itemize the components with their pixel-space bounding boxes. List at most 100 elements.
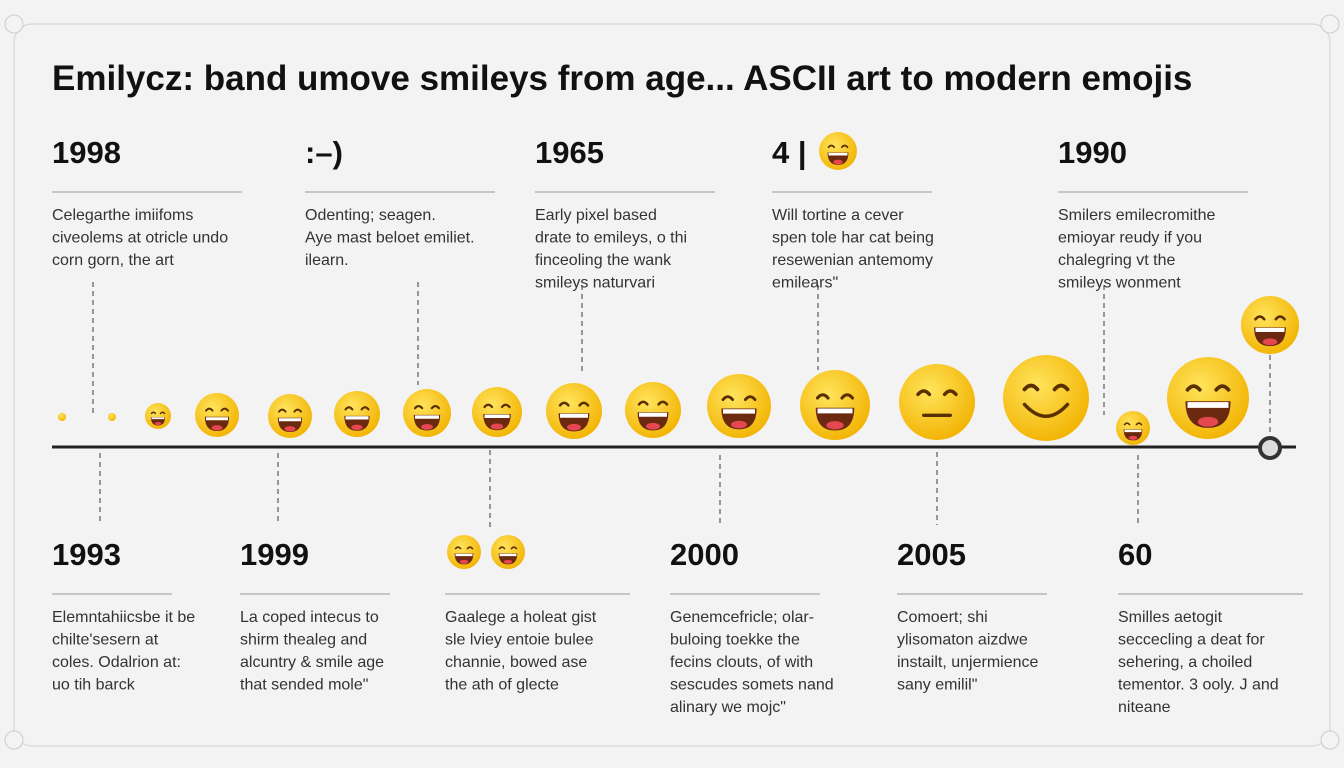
entry-label: 1993 — [52, 537, 121, 572]
emoji — [899, 364, 975, 440]
emoji-mouth — [1185, 401, 1231, 428]
entry-text: smileys wonment — [1058, 275, 1181, 292]
emoji — [195, 393, 239, 437]
entry-text: instailt, unjermience — [897, 654, 1039, 671]
emoji-tongue — [646, 422, 660, 430]
emoji-face — [546, 383, 602, 439]
entry-text: Elemntahiicsbe it be — [52, 609, 195, 626]
entry-text: Odenting; seagen. — [305, 207, 436, 224]
emoji-mouth — [815, 407, 855, 431]
emoji — [491, 535, 525, 569]
entry-label: 1998 — [52, 135, 121, 170]
emoji — [268, 394, 312, 438]
entry-text: corn gorn, the art — [52, 252, 174, 269]
emoji-tongue — [490, 423, 504, 430]
entry-text: coles. Odalrion at: — [52, 654, 181, 671]
emoji-eye — [498, 546, 518, 550]
emoji-eye — [558, 401, 590, 407]
emoji-tongue — [826, 421, 844, 430]
emoji-teeth — [206, 417, 228, 421]
emoji-eye — [1123, 422, 1143, 426]
entry-text: Smilles aetogit — [1118, 609, 1223, 626]
emoji-eye — [815, 393, 855, 400]
emoji-teeth — [151, 417, 165, 420]
entry-text: niteane — [1118, 699, 1171, 716]
emoji-teeth — [1187, 402, 1229, 408]
entry-text: tementor. 3 ooly. J and — [1118, 677, 1279, 694]
emoji-tongue — [284, 426, 296, 432]
corner — [1320, 730, 1340, 750]
emoji-face — [108, 413, 116, 421]
corner — [4, 730, 24, 750]
entry-label: 4 | — [772, 135, 807, 170]
entry-text: the ath of glecte — [445, 677, 559, 694]
emoji — [1003, 355, 1089, 441]
entry-text: La coped intecus to — [240, 609, 379, 626]
emoji-mouth — [1123, 429, 1143, 441]
emoji-mouth — [413, 414, 441, 431]
entry-text: Gaalege a holeat gist — [445, 609, 597, 626]
entry-text: chalegring vt the — [1058, 252, 1176, 269]
emoji — [1241, 296, 1299, 354]
emoji-face — [195, 393, 239, 437]
entry-label: 2000 — [670, 537, 739, 572]
entry-text: shirm thealeg and — [240, 632, 367, 649]
entry-text: sehering, a choiled — [1118, 654, 1252, 671]
emoji-face — [625, 382, 681, 438]
entry-text: spen tole har cat being — [772, 230, 934, 247]
entry-text: Aye mast beloet emiliet. — [305, 230, 475, 247]
emoji-teeth — [723, 409, 755, 414]
emoji-tongue — [567, 423, 581, 431]
emoji-mouth — [498, 553, 518, 565]
corner — [1320, 14, 1340, 34]
emoji — [334, 391, 380, 437]
entry-text: drate to emileys, o thi — [535, 230, 687, 247]
entry-text: that sended mole" — [240, 677, 368, 694]
entry-text: Smilers emilecromithe — [1058, 207, 1215, 224]
entry-text: buloing toekke the — [670, 632, 800, 649]
entry-label: 1999 — [240, 537, 309, 572]
emoji-eye — [413, 404, 441, 410]
emoji-mouth — [204, 416, 230, 432]
emoji-tongue — [503, 559, 513, 564]
emoji-tongue — [459, 559, 469, 564]
entry-text: Celegarthe imiifoms — [52, 207, 193, 224]
emoji-tongue — [833, 159, 843, 165]
emoji — [1116, 411, 1150, 445]
emoji-mouth — [483, 414, 511, 431]
emoji — [1167, 357, 1249, 439]
emoji-face — [472, 387, 522, 437]
emoji-teeth — [455, 553, 473, 557]
emoji-teeth — [560, 413, 588, 418]
emoji-tongue — [731, 420, 747, 429]
emoji-face — [145, 403, 171, 429]
frame — [13, 23, 1331, 747]
emoji-tongue — [211, 425, 223, 431]
emoji — [625, 382, 681, 438]
entry-text: sany emilil" — [897, 677, 977, 694]
entry-text: sle lviey entoie bulee — [445, 632, 594, 649]
entry-text: channie, bowed ase — [445, 654, 587, 671]
emoji-mouth — [558, 413, 590, 432]
emoji-tongue — [1197, 416, 1219, 427]
emoji-eye — [721, 395, 757, 402]
emoji-tongue — [154, 421, 162, 426]
entry-label: 2005 — [897, 537, 966, 572]
emoji-tongue — [1262, 338, 1278, 346]
emoji-teeth — [1255, 327, 1285, 332]
entry-label: 60 — [1118, 537, 1152, 572]
emoji-face — [819, 132, 857, 170]
entry-text: alcuntry & smile age — [240, 654, 384, 671]
entry-text: uo tih barck — [52, 677, 136, 694]
emoji-eye — [827, 144, 849, 149]
entry-label: 1965 — [535, 135, 604, 170]
entry-text: resewenian antemomy — [772, 252, 933, 269]
entry-text: civeolems at otricle undo — [52, 230, 228, 247]
emoji — [145, 403, 171, 429]
emoji-face — [1116, 411, 1150, 445]
emoji-teeth — [1124, 429, 1142, 433]
emoji-face — [334, 391, 380, 437]
emoji-face — [1241, 296, 1299, 354]
